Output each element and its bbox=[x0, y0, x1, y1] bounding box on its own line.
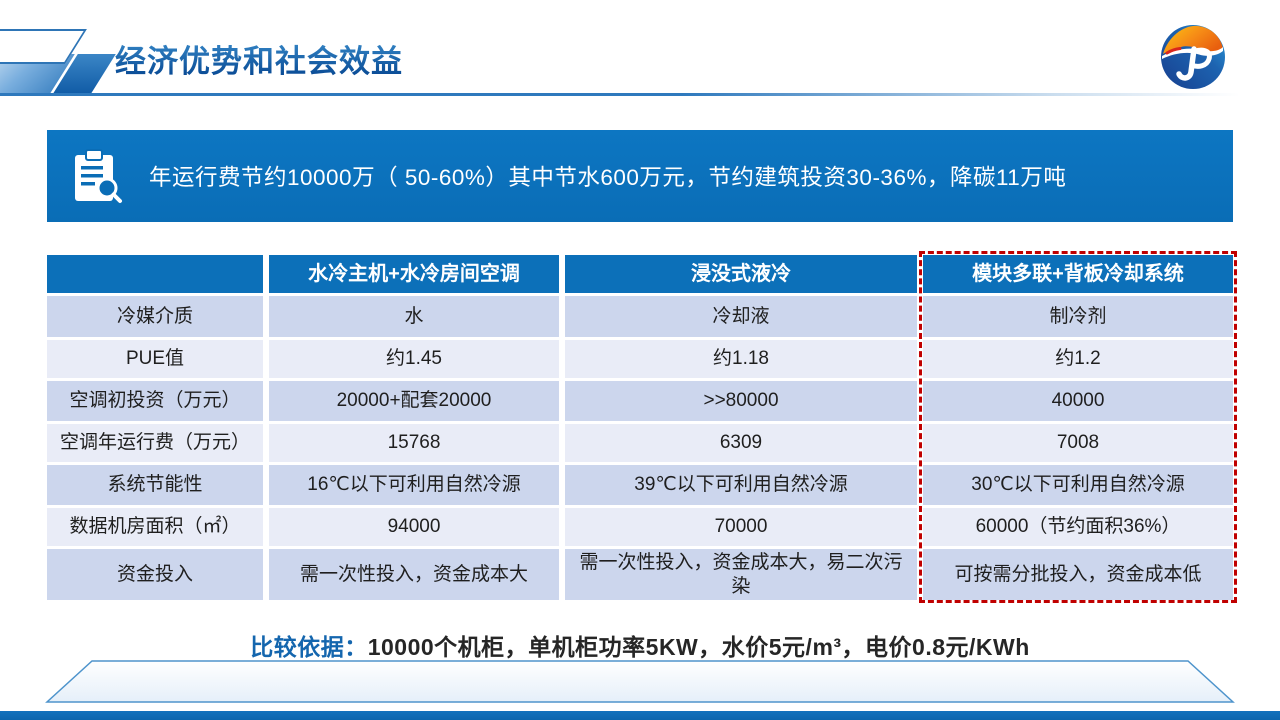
column-header: 水冷主机+水冷房间空调 bbox=[269, 255, 559, 293]
clipboard-magnifier-icon bbox=[75, 149, 122, 203]
table-cell: 60000（节约面积36%） bbox=[923, 508, 1233, 546]
column-header: 浸没式液冷 bbox=[565, 255, 917, 293]
table-cell: 15768 bbox=[269, 424, 559, 462]
row-label: 数据机房面积（㎡） bbox=[47, 508, 263, 546]
table-cell: 39℃以下可利用自然冷源 bbox=[565, 465, 917, 505]
row-label: 冷媒介质 bbox=[47, 296, 263, 337]
table-cell: 30℃以下可利用自然冷源 bbox=[923, 465, 1233, 505]
comparison-basis-note: 比较依据：10000个机柜，单机柜功率5KW，水价5元/m³，电价0.8元/KW… bbox=[0, 628, 1280, 662]
column-header-highlighted: 模块多联+背板冷却系统 bbox=[923, 255, 1233, 293]
table-cell: 约1.45 bbox=[269, 340, 559, 378]
table-cell: 需一次性投入，资金成本大 bbox=[269, 549, 559, 600]
summary-banner: 年运行费节约10000万（ 50-60%）其中节水600万元，节约建筑投资30-… bbox=[47, 130, 1233, 222]
comparison-basis-label: 比较依据： bbox=[250, 634, 368, 660]
table-cell: 冷却液 bbox=[565, 296, 917, 337]
row-label: PUE值 bbox=[47, 340, 263, 378]
table-cell: >>80000 bbox=[565, 381, 917, 421]
row-label: 空调年运行费（万元） bbox=[47, 424, 263, 462]
comparison-basis-text: 10000个机柜，单机柜功率5KW，水价5元/m³，电价0.8元/KWh bbox=[367, 634, 1030, 660]
table-cell: 水 bbox=[269, 296, 559, 337]
table-cell: 约1.18 bbox=[565, 340, 917, 378]
table-cell: 6309 bbox=[565, 424, 917, 462]
table-cell: 可按需分批投入，资金成本低 bbox=[923, 549, 1233, 600]
table-cell: 制冷剂 bbox=[923, 296, 1233, 337]
page-title: 经济优势和社会效益 bbox=[115, 36, 403, 81]
column-header-blank bbox=[47, 255, 263, 293]
table-cell: 70000 bbox=[565, 508, 917, 546]
table-cell: 约1.2 bbox=[923, 340, 1233, 378]
table-cell: 7008 bbox=[923, 424, 1233, 462]
row-label: 空调初投资（万元） bbox=[47, 381, 263, 421]
table-cell: 20000+配套20000 bbox=[269, 381, 559, 421]
company-logo-icon bbox=[1161, 25, 1225, 89]
bottom-trapezoid-decoration bbox=[45, 660, 1235, 703]
bottom-accent-bar bbox=[0, 711, 1280, 720]
title-underline bbox=[0, 93, 1240, 96]
table-cell: 40000 bbox=[923, 381, 1233, 421]
table-cell: 94000 bbox=[269, 508, 559, 546]
table-cell: 16℃以下可利用自然冷源 bbox=[269, 465, 559, 505]
table-cell: 需一次性投入，资金成本大，易二次污染 bbox=[565, 549, 917, 600]
summary-banner-text: 年运行费节约10000万（ 50-60%）其中节水600万元，节约建筑投资30-… bbox=[149, 165, 1067, 190]
row-label: 系统节能性 bbox=[47, 465, 263, 505]
comparison-table: 水冷主机+水冷房间空调 浸没式液冷 模块多联+背板冷却系统 冷媒介质 水 冷却液… bbox=[47, 255, 1233, 600]
row-label: 资金投入 bbox=[47, 549, 263, 600]
